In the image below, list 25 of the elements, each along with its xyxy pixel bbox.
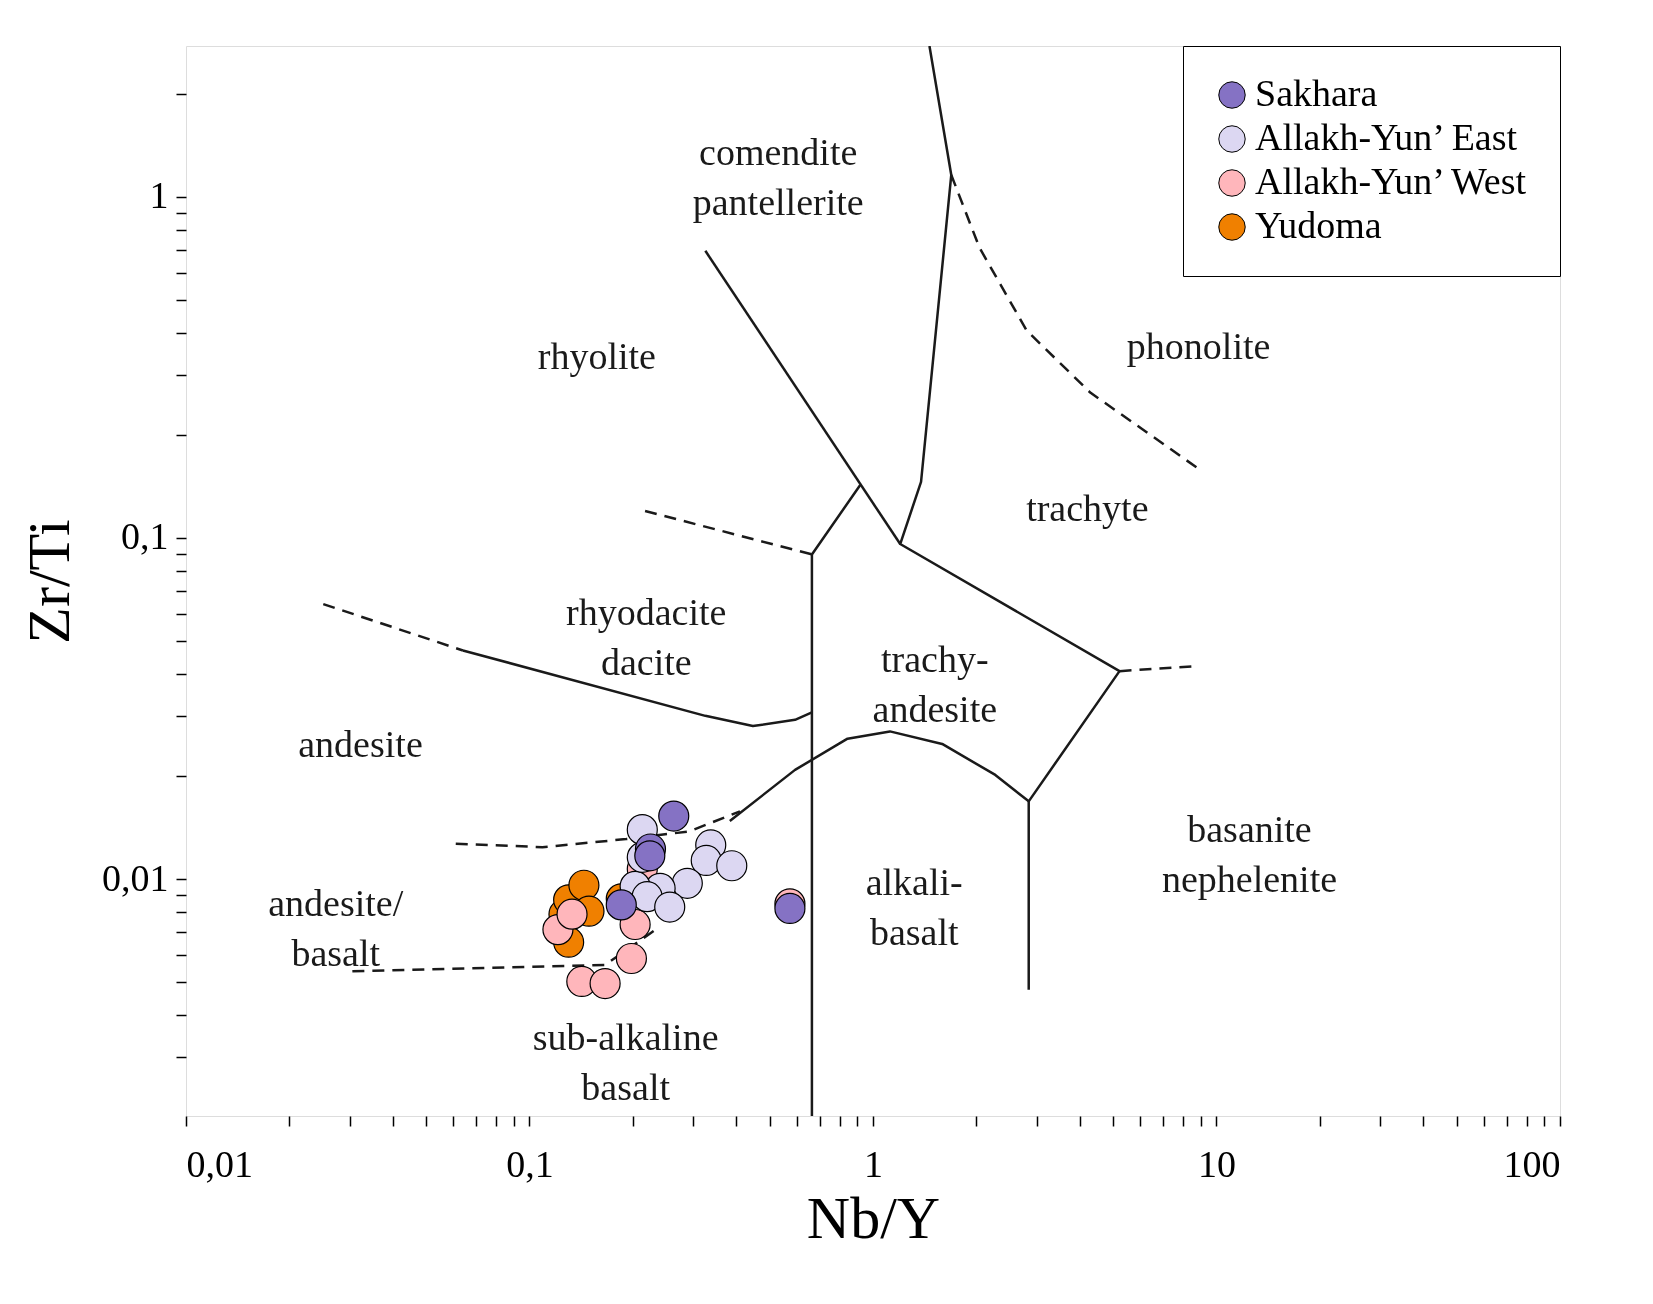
x-tick-label: 100 xyxy=(1503,1142,1561,1185)
annotation: phonolite xyxy=(1126,324,1271,367)
annotation: trachyte xyxy=(1026,487,1149,530)
legend-label: Yudoma xyxy=(1255,204,1382,246)
x-axis-title: Nb/Y xyxy=(806,1184,941,1251)
annotation: sub-alkaline basalt xyxy=(532,1015,719,1108)
annotation: comendite pantellerite xyxy=(692,131,864,224)
legend-label: Allakh-Yun’ West xyxy=(1255,160,1527,202)
annotation: alkali- basalt xyxy=(865,860,963,953)
x-tick-label: 0,1 xyxy=(506,1142,554,1185)
y-axis-title: Zr/Ti xyxy=(16,519,82,644)
annotation: andesite xyxy=(298,722,423,765)
annotation: trachy- andesite xyxy=(872,638,998,731)
legend-label: Allakh-Yun’ East xyxy=(1255,116,1518,158)
annotation: basanite nephelenite xyxy=(1161,808,1338,901)
x-tick-label: 0,01 xyxy=(186,1142,253,1185)
annotation: rhyodacite dacite xyxy=(566,591,727,684)
y-tick-label: 1 xyxy=(149,174,169,217)
annotation: rhyolite xyxy=(537,335,656,378)
annotation: andesite/ basalt xyxy=(268,882,404,975)
legend-label: Sakhara xyxy=(1255,72,1378,114)
y-tick-label: 0,01 xyxy=(102,856,169,899)
x-tick-label: 10 xyxy=(1198,1142,1236,1185)
y-tick-label: 0,1 xyxy=(121,515,169,558)
x-tick-label: 1 xyxy=(864,1142,883,1185)
